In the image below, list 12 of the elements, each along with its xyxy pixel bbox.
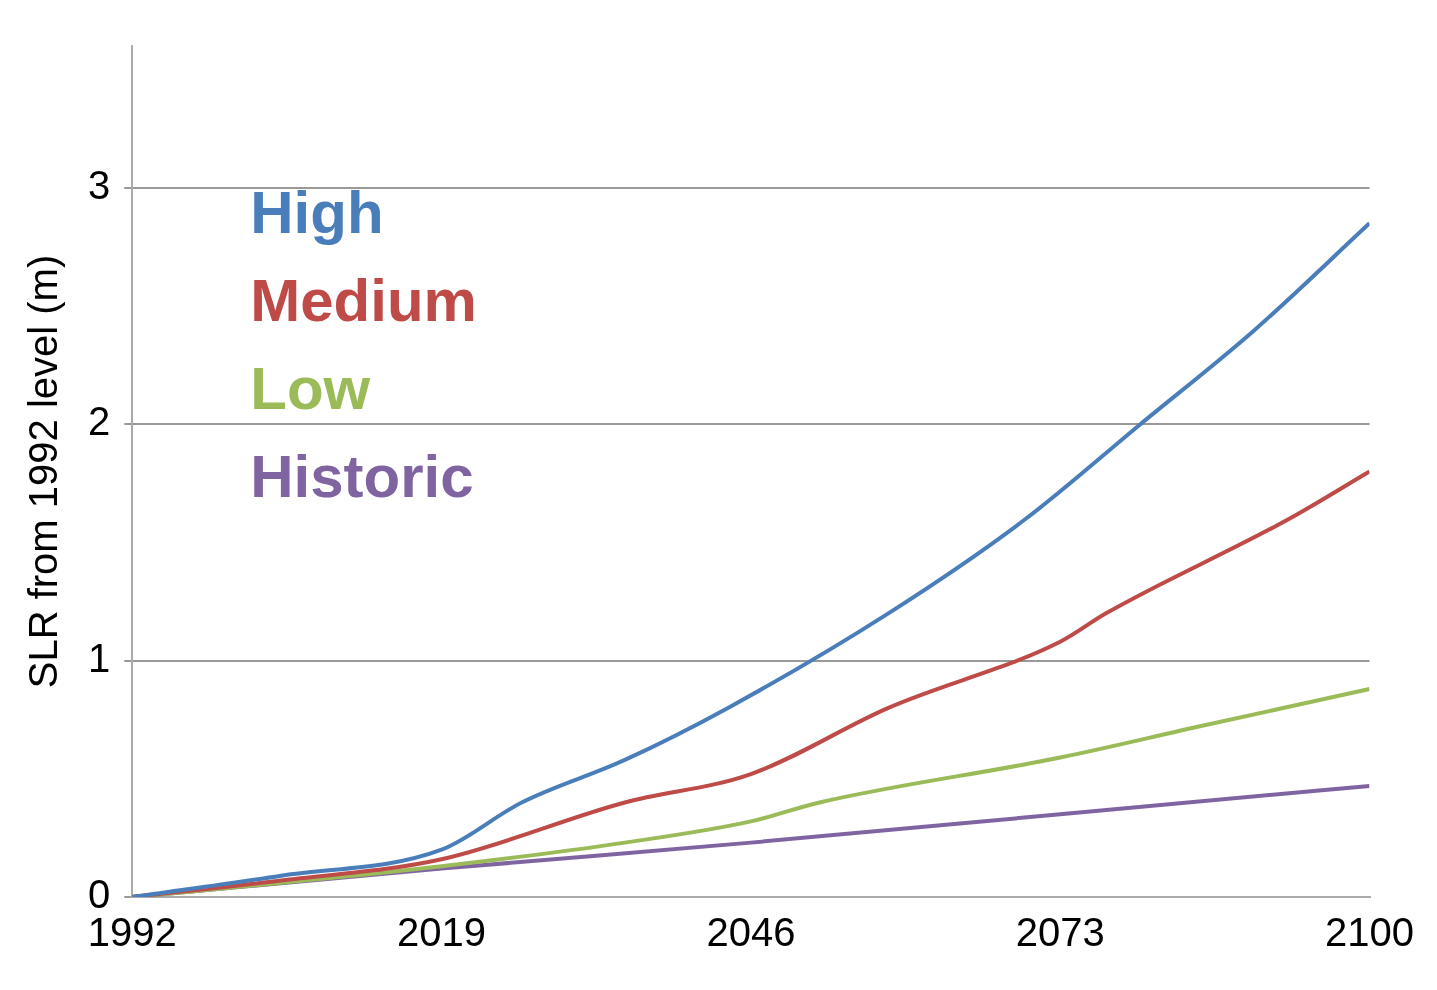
text: Low: [250, 354, 371, 422]
x-tick-label: 2073: [1015, 910, 1105, 955]
x-tick-label: 2100: [1325, 910, 1414, 955]
x-tick-label: 2046: [706, 910, 796, 955]
y-axis-title: SLR from 1992 level (m): [21, 254, 66, 689]
y-tick-label: 2: [88, 399, 111, 444]
x-tick-label: 2019: [397, 910, 487, 955]
y-tick-label: 3: [88, 162, 111, 207]
text: Medium: [250, 266, 477, 334]
text: Historic: [250, 442, 474, 510]
y-tick-label: 1: [88, 635, 111, 680]
text: High: [250, 178, 384, 246]
